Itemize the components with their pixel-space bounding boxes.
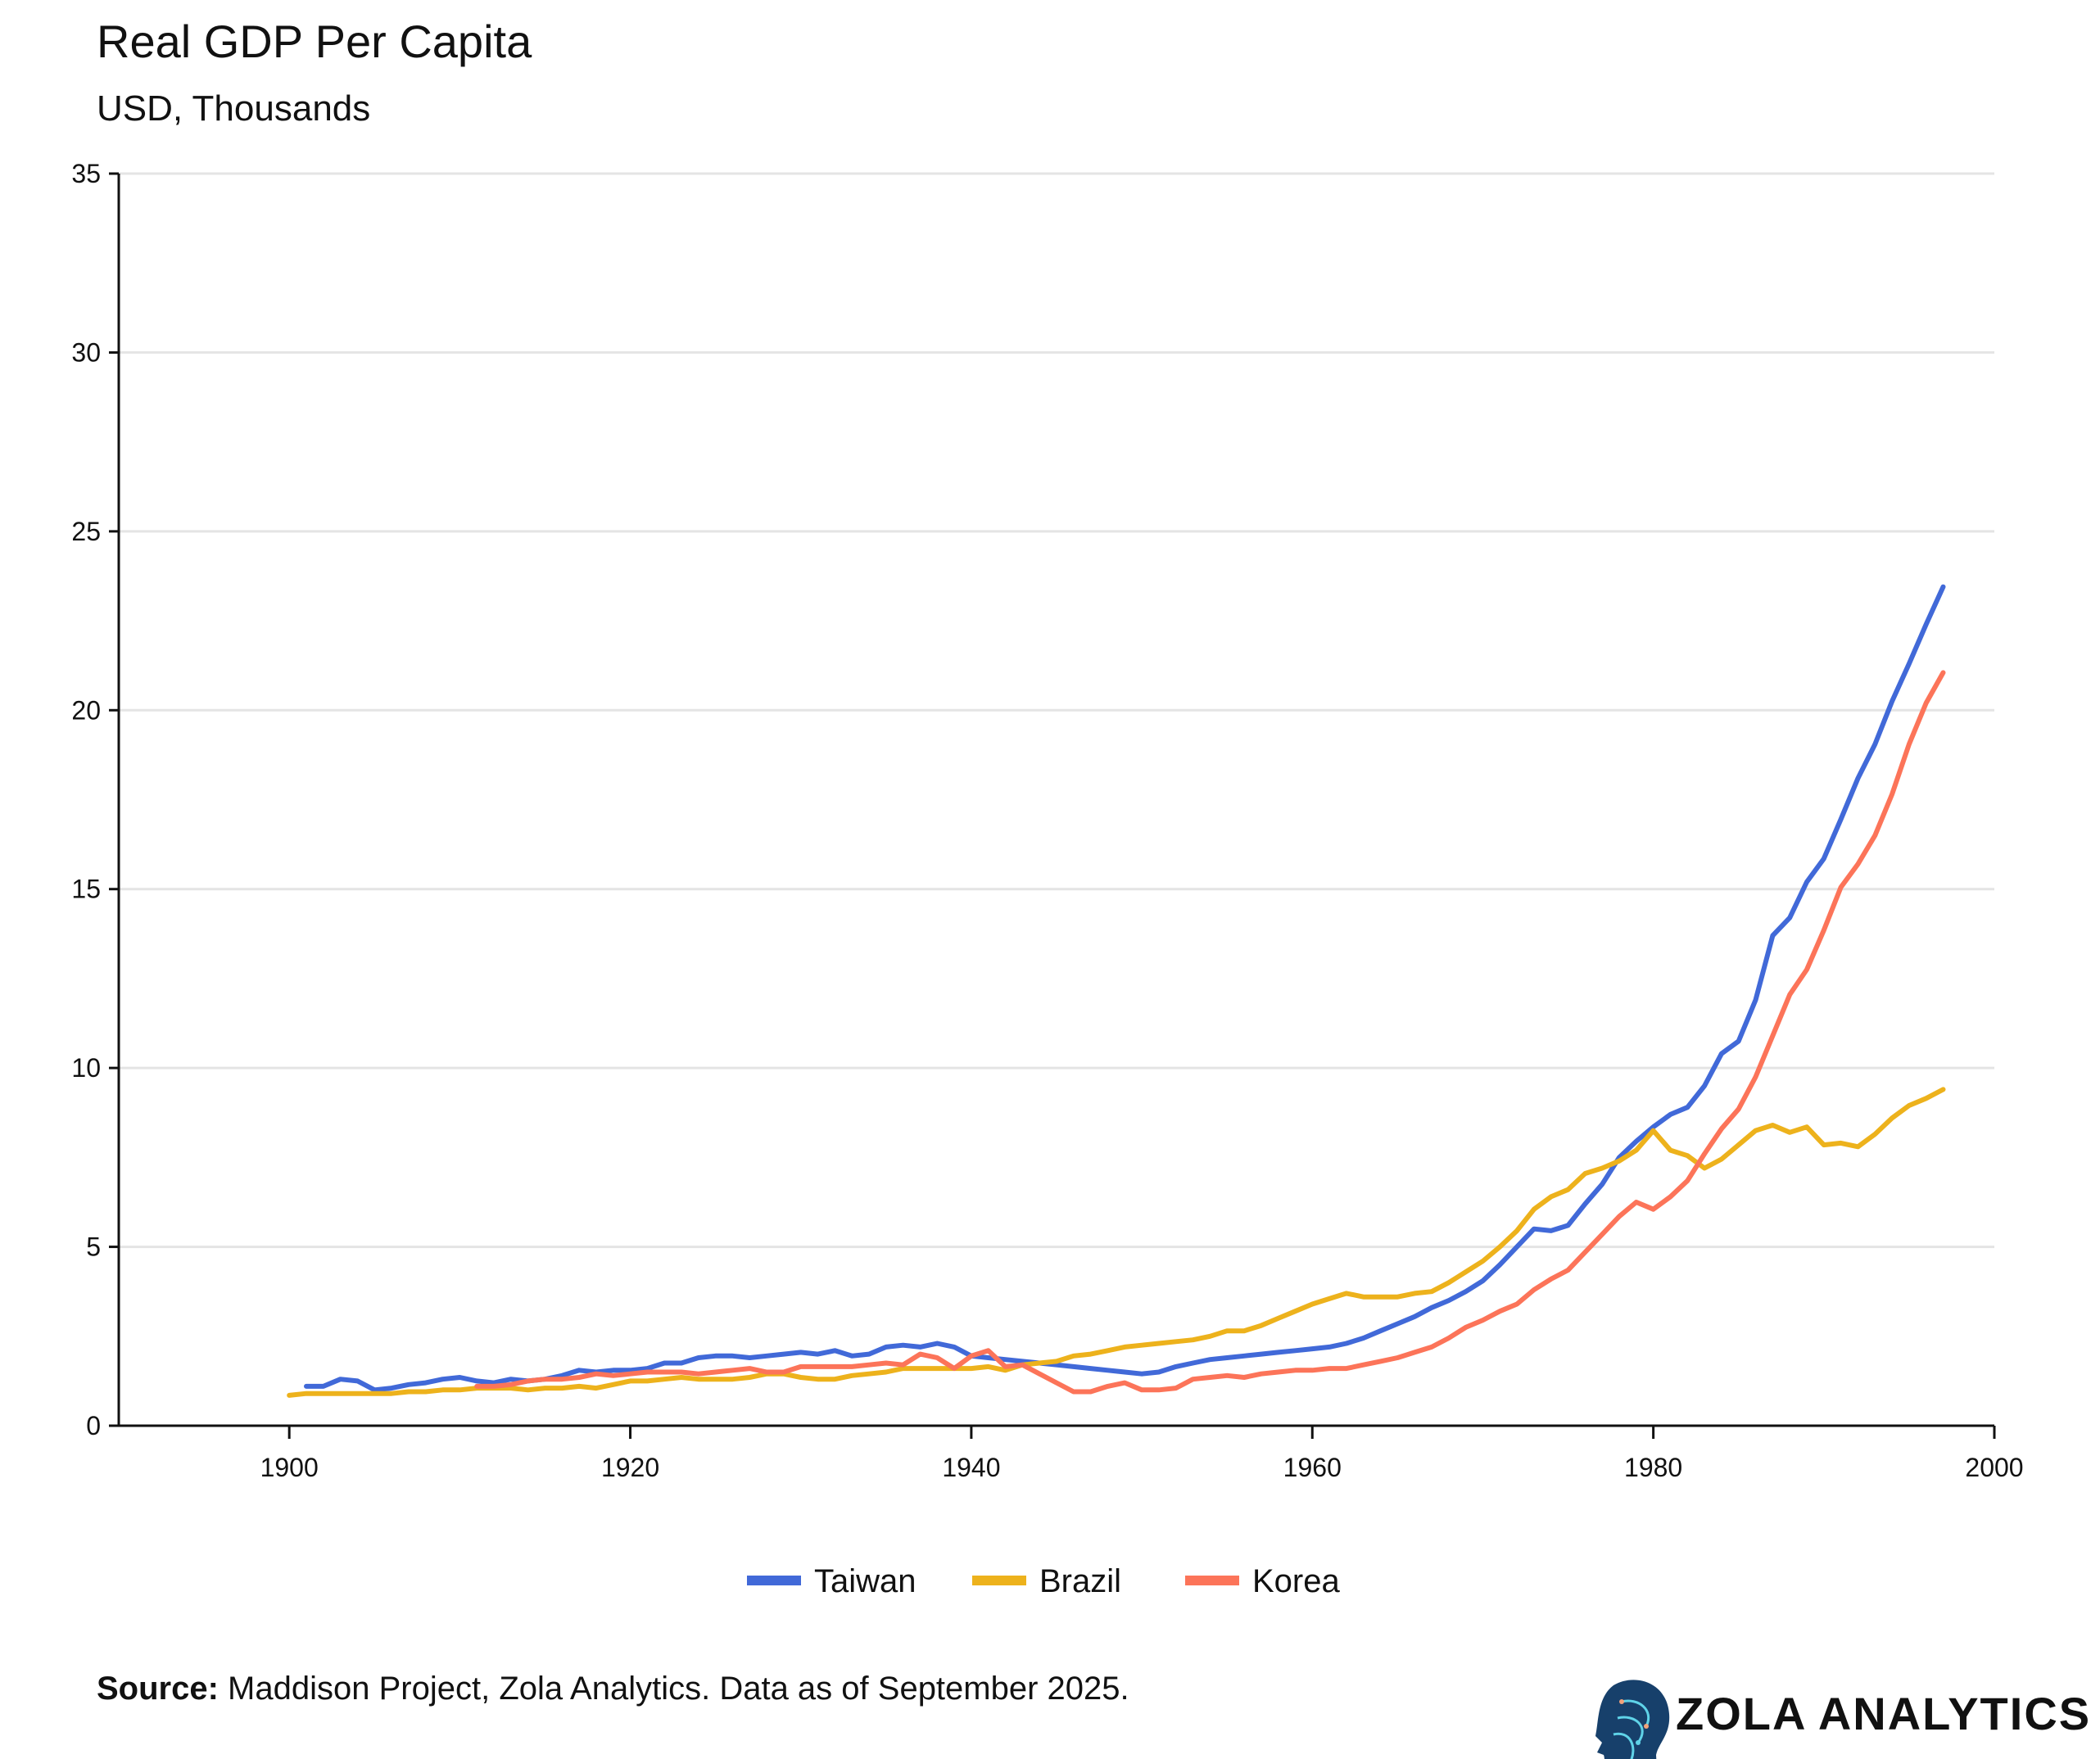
logo-text: ZOLA ANALYTICS: [1676, 1688, 2092, 1739]
x-tick-label: 1940: [942, 1453, 1000, 1482]
series-lines: [287, 584, 1946, 1398]
y-tick-label: 10: [71, 1053, 101, 1083]
source-label: Source:: [97, 1671, 219, 1707]
x-tick-label: 1980: [1624, 1453, 1682, 1482]
x-tick-label: 1900: [260, 1453, 319, 1482]
y-tick-label: 0: [86, 1411, 101, 1440]
y-tick-label: 25: [71, 517, 101, 546]
legend-label-korea: Korea: [1252, 1563, 1340, 1599]
series-line-taiwan: [304, 584, 1946, 1393]
source-note: Source: Maddison Project, Zola Analytics…: [97, 1671, 1129, 1707]
y-tick-label: 30: [71, 337, 101, 367]
gridlines: [119, 172, 1994, 1249]
y-tick-label: 35: [71, 159, 101, 188]
logo-head-icon: [1595, 1680, 1670, 1759]
series-line-brazil: [287, 1087, 1946, 1398]
legend-label-taiwan: Taiwan: [814, 1563, 916, 1599]
series-line-korea: [474, 670, 1946, 1395]
y-tick-label: 20: [71, 695, 101, 725]
x-tick-label: 1960: [1283, 1453, 1342, 1482]
axes: 0 5 10 15 20 25 30 35 1900 1920 1940 1960 1980 2000: [71, 159, 2023, 1482]
x-tick-label: 2000: [1965, 1453, 2023, 1482]
y-tick-label: 15: [71, 875, 101, 904]
x-tick-label: 1920: [601, 1453, 659, 1482]
y-tick-label: 5: [86, 1232, 101, 1262]
chart-subtitle: USD, Thousands: [97, 88, 371, 129]
legend: Taiwan Brazil Korea: [747, 1563, 1340, 1599]
source-text: Maddison Project, Zola Analytics. Data a…: [218, 1671, 1129, 1707]
chart-title: Real GDP Per Capita: [97, 16, 532, 67]
legend-label-brazil: Brazil: [1039, 1563, 1121, 1599]
